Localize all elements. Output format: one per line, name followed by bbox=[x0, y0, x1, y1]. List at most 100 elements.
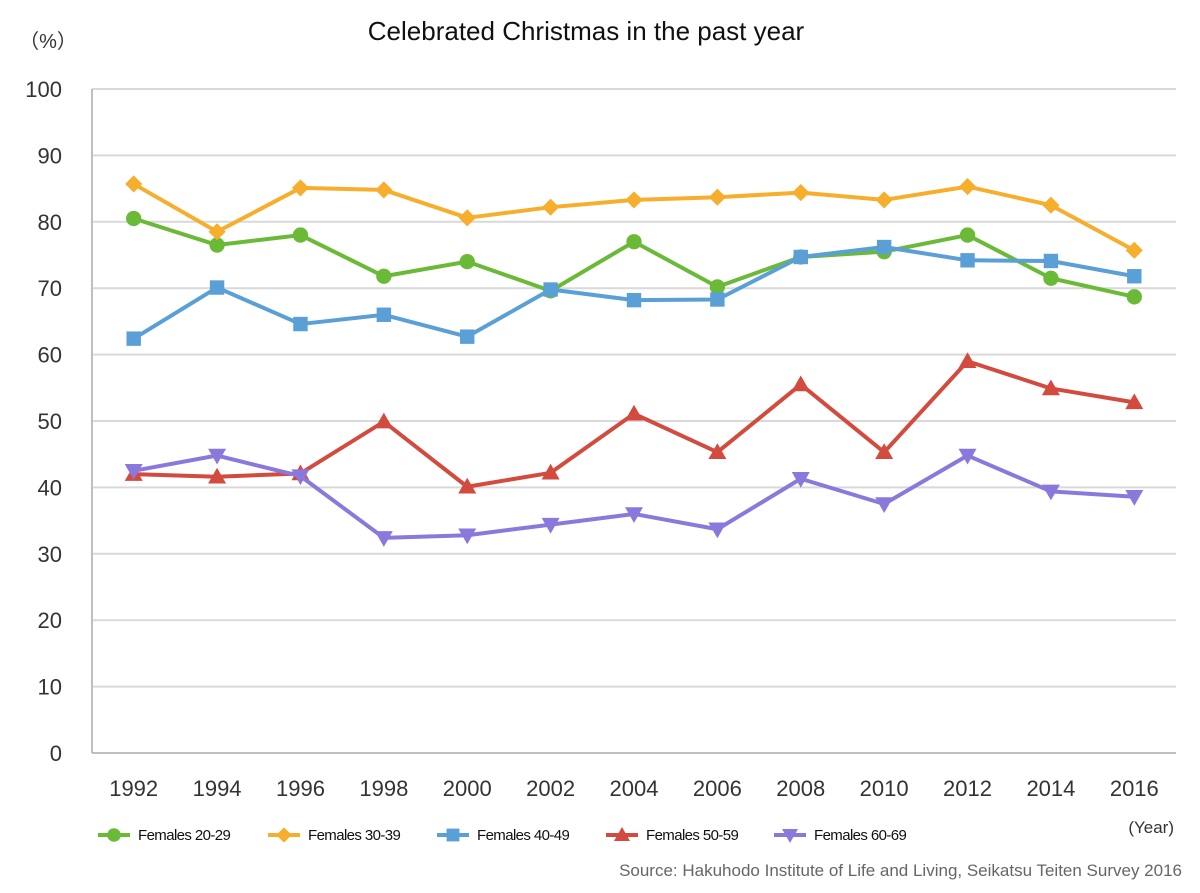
data-point bbox=[459, 253, 475, 270]
y-tick-label: 90 bbox=[38, 143, 62, 168]
y-axis-unit: （%） bbox=[19, 30, 77, 53]
data-point bbox=[626, 292, 642, 308]
data-point bbox=[1041, 379, 1060, 396]
data-point bbox=[1125, 241, 1143, 259]
y-tick-label: 70 bbox=[38, 276, 62, 301]
data-point bbox=[541, 463, 560, 480]
x-axis-unit: (Year) bbox=[1128, 818, 1174, 837]
data-point bbox=[460, 329, 475, 344]
x-tick-label: 2016 bbox=[1110, 776, 1159, 801]
series-line bbox=[131, 216, 1137, 299]
axes bbox=[91, 89, 1176, 754]
source-note: Source: Hakuhodo Institute of Life and L… bbox=[619, 861, 1182, 880]
series-line bbox=[131, 245, 1137, 341]
y-tick-label: 10 bbox=[38, 675, 62, 700]
legend-marker bbox=[276, 827, 292, 843]
data-point bbox=[793, 249, 808, 265]
y-tick-label: 100 bbox=[25, 77, 62, 102]
x-tick-label: 2014 bbox=[1026, 776, 1075, 801]
legend-item: Females 30-39 bbox=[268, 827, 401, 844]
data-point bbox=[875, 443, 894, 459]
y-tick-label: 20 bbox=[38, 608, 62, 633]
legend-marker bbox=[614, 827, 630, 841]
series-group bbox=[125, 175, 1143, 259]
legend-marker bbox=[107, 828, 121, 842]
y-axis-ticks: 0 10 20 30 40 50 60 70 80 90 100 bbox=[25, 77, 62, 766]
data-point bbox=[708, 522, 727, 539]
series-group bbox=[126, 239, 1142, 346]
data-point bbox=[374, 531, 393, 547]
gridlines bbox=[92, 88, 1176, 688]
legend-label: Females 50-59 bbox=[646, 827, 739, 844]
data-point bbox=[958, 448, 977, 465]
legend-item: Females 50-59 bbox=[606, 827, 739, 844]
data-point bbox=[1126, 289, 1142, 305]
data-point bbox=[125, 175, 143, 193]
data-point bbox=[708, 188, 726, 206]
data-point bbox=[1043, 270, 1059, 286]
x-tick-label: 2000 bbox=[443, 776, 492, 801]
data-point bbox=[458, 209, 476, 227]
legend: Females 20-29 Females 30-39 Females 40-49 F… bbox=[98, 827, 907, 844]
x-tick-label: 2006 bbox=[693, 776, 742, 801]
data-point bbox=[293, 316, 308, 332]
data-point bbox=[1043, 253, 1059, 269]
y-tick-label: 80 bbox=[38, 210, 62, 235]
data-point bbox=[1127, 269, 1142, 284]
y-tick-label: 30 bbox=[38, 542, 62, 567]
data-point bbox=[208, 223, 226, 241]
data-point bbox=[292, 227, 309, 243]
data-point bbox=[291, 179, 310, 197]
x-tick-label: 2004 bbox=[610, 776, 659, 801]
data-point bbox=[543, 282, 558, 297]
legend-marker bbox=[782, 829, 798, 843]
data-point bbox=[542, 198, 560, 216]
data-point bbox=[126, 210, 142, 227]
data-point bbox=[209, 280, 225, 295]
data-point bbox=[958, 178, 977, 196]
data-point bbox=[625, 191, 643, 209]
data-point bbox=[209, 237, 225, 253]
data-point bbox=[1042, 196, 1060, 214]
data-point bbox=[1041, 484, 1060, 501]
data-point bbox=[208, 448, 227, 465]
y-tick-label: 40 bbox=[38, 475, 62, 500]
data-point bbox=[375, 181, 393, 199]
data-point bbox=[625, 404, 643, 421]
legend-item: Females 40-49 bbox=[437, 827, 570, 844]
data-point bbox=[791, 375, 810, 392]
data-point bbox=[708, 443, 727, 459]
legend-item: Females 60-69 bbox=[774, 827, 907, 844]
x-tick-label: 1996 bbox=[276, 776, 325, 801]
data-point bbox=[625, 507, 643, 523]
data-point bbox=[875, 191, 893, 209]
data-point bbox=[960, 253, 975, 268]
x-tick-label: 1998 bbox=[359, 776, 408, 801]
data-point bbox=[458, 528, 477, 545]
x-tick-label: 1992 bbox=[109, 776, 158, 801]
data-point bbox=[124, 464, 143, 480]
data-point bbox=[626, 234, 642, 250]
series-line bbox=[131, 359, 1137, 489]
series-lines bbox=[124, 175, 1144, 547]
y-tick-label: 60 bbox=[38, 343, 62, 368]
x-tick-label: 2012 bbox=[943, 776, 992, 801]
series-line bbox=[131, 453, 1137, 540]
data-point bbox=[709, 279, 726, 295]
data-point bbox=[376, 307, 392, 322]
y-tick-label: 50 bbox=[38, 409, 62, 434]
chart-title: Celebrated Christmas in the past year bbox=[368, 16, 805, 46]
data-point bbox=[458, 477, 477, 494]
data-point bbox=[876, 239, 892, 255]
data-point bbox=[1125, 489, 1144, 506]
data-point bbox=[541, 517, 560, 534]
legend-marker bbox=[446, 828, 460, 842]
x-tick-label: 2002 bbox=[526, 776, 575, 801]
data-point bbox=[959, 227, 976, 243]
y-tick-label: 0 bbox=[50, 741, 62, 766]
x-axis-ticks: 1992 1994 1996 1998 2000 2002 2004 2006 2008 2010… bbox=[109, 776, 1159, 801]
data-point bbox=[374, 412, 393, 429]
series-group bbox=[126, 210, 1142, 305]
legend-label: Females 30-39 bbox=[308, 827, 401, 844]
